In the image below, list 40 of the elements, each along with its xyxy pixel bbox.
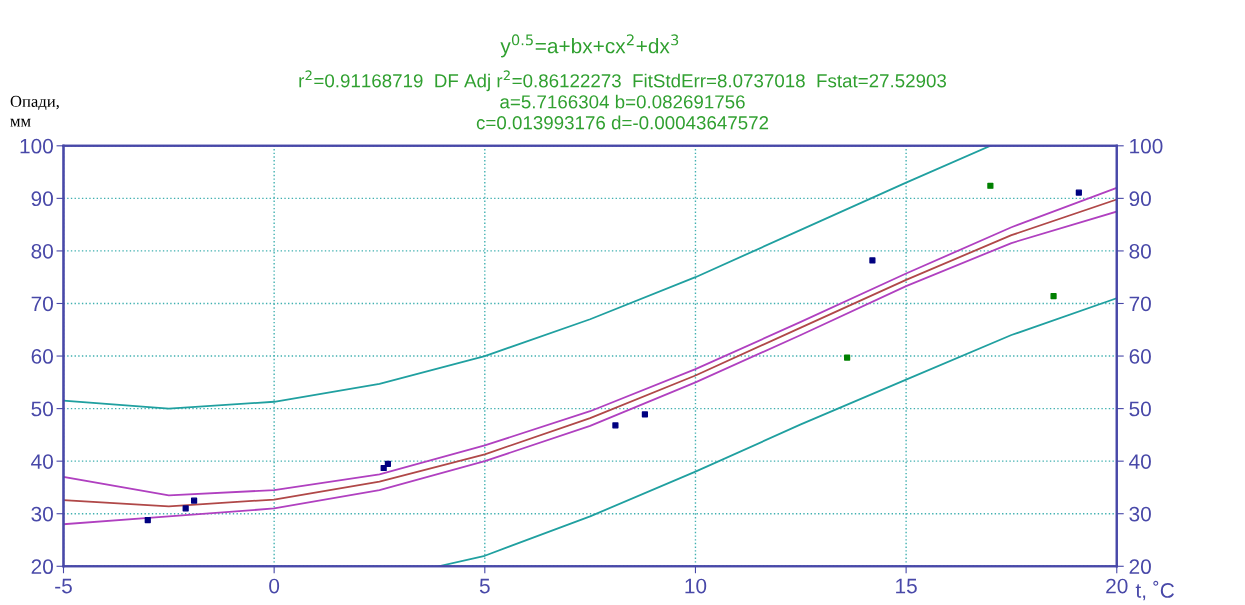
y2-tick-label: 60 <box>1129 349 1151 364</box>
point <box>1075 189 1082 196</box>
y-tick-label: 90 <box>31 191 53 207</box>
y2-tick-label: 20 <box>1129 559 1151 575</box>
y-tick-label: 100 <box>20 138 53 154</box>
x-tick-label: 20 <box>1106 578 1128 594</box>
line-series <box>63 145 992 410</box>
point <box>641 411 649 418</box>
y-tick-label: 50 <box>31 401 53 417</box>
chart-title: y$^{0.5}$=a+bx+cx$^{2}$+dx$^{3}$ <box>500 34 679 58</box>
y-axis-title: Опади, мм <box>10 95 59 127</box>
y-tick-label: 40 <box>31 454 53 469</box>
y-tick-label: 80 <box>31 243 53 259</box>
point <box>844 354 851 361</box>
x-tick-label: 5 <box>479 578 490 594</box>
x-tick-label: 0 <box>269 578 280 594</box>
point <box>612 422 619 429</box>
point <box>869 257 876 264</box>
x-tick-label: -5 <box>55 578 72 594</box>
y2-tick-label: 30 <box>1129 506 1151 522</box>
x-tick-label: 15 <box>896 578 917 594</box>
y-tick-label: 20 <box>31 559 53 575</box>
point <box>1050 293 1057 300</box>
point <box>144 516 151 524</box>
y2-tick-label: 40 <box>1129 454 1151 469</box>
chart-subtitle: r$^{2}$=0.91168719 DF Adj r$^{2}$=0.86122273 FitStdErr=8.0737018 Fstat=27.52903 a=5.7166304 b=0.082691756 c=0.013993176 d=-0.00043647572 <box>299 70 947 130</box>
y-tick-label: 30 <box>31 506 53 522</box>
x-tick-label: 10 <box>685 578 707 594</box>
point <box>987 182 994 189</box>
y2-tick-label: 70 <box>1129 296 1151 312</box>
x-axis-title: t, ˚C <box>1135 580 1174 601</box>
y-tick-label: 60 <box>31 349 53 364</box>
y2-tick-label: 80 <box>1129 243 1151 259</box>
point <box>182 505 189 512</box>
point <box>384 460 392 467</box>
y2-tick-label: 100 <box>1130 138 1163 154</box>
y-tick-label: 70 <box>31 296 53 312</box>
y2-tick-label: 90 <box>1129 191 1151 207</box>
y2-tick-label: 50 <box>1129 401 1151 417</box>
point <box>190 497 198 504</box>
